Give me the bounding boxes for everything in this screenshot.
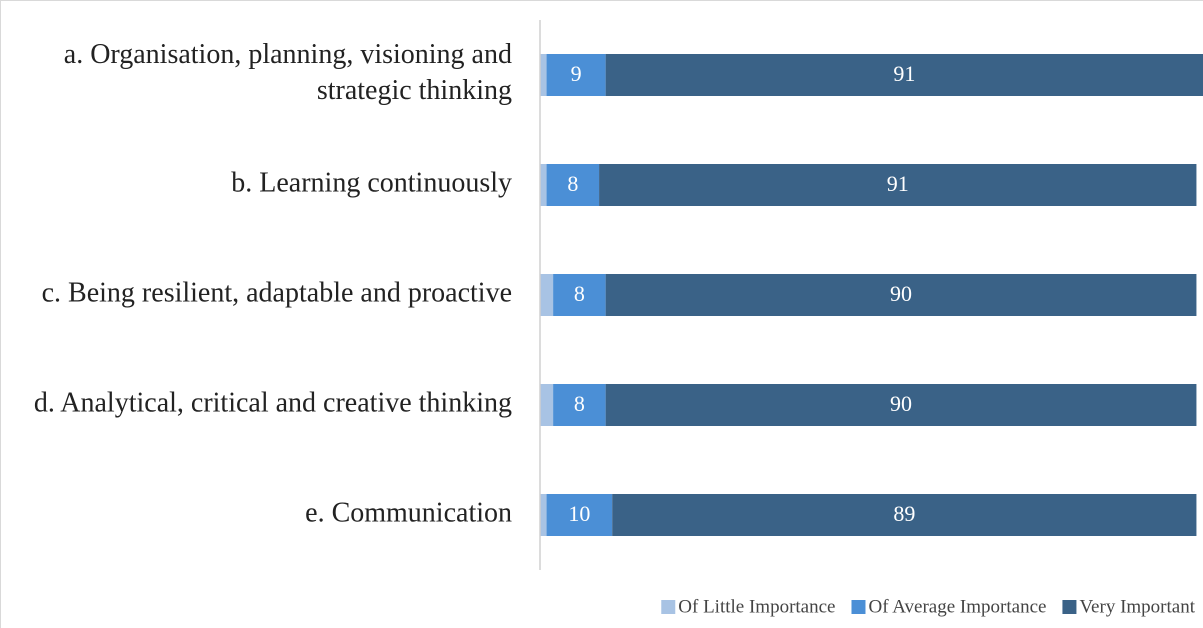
data-label: 10 <box>568 501 590 526</box>
data-label: 89 <box>893 501 915 526</box>
bar-segment <box>546 164 600 206</box>
bar-segment <box>605 54 1203 96</box>
legend-swatch <box>851 600 866 614</box>
bar-segment <box>599 164 1197 206</box>
legend-swatch <box>1062 600 1077 614</box>
legend: Of Little Importance Of Average Importanc… <box>661 596 1196 617</box>
data-label: 8 <box>574 281 585 306</box>
data-label: 91 <box>893 61 915 86</box>
bar-segment <box>540 164 547 206</box>
data-label: 90 <box>890 391 912 416</box>
legend-swatch <box>661 600 676 614</box>
category-label-line: a. Organisation, planning, visioning and <box>64 39 512 70</box>
bar-segment <box>612 494 1197 536</box>
legend-label: Of Little Importance <box>678 596 835 617</box>
data-label: 91 <box>887 171 909 196</box>
category-label: e. Communication <box>305 497 512 528</box>
legend-label: Very Important <box>1079 596 1195 617</box>
bar-segment <box>553 274 606 316</box>
category-label-line: strategic thinking <box>317 75 512 106</box>
data-label: 8 <box>567 171 578 196</box>
bar-segment <box>553 384 606 426</box>
bar-segment <box>605 274 1197 316</box>
bar-segment <box>605 384 1197 426</box>
data-label: 90 <box>890 281 912 306</box>
bar-segment <box>540 54 547 96</box>
category-label: d. Analytical, critical and creative thi… <box>34 387 512 418</box>
category-label: a. Organisation, planning, visioning and… <box>64 39 512 106</box>
bar-segment <box>540 274 554 316</box>
bar-segment <box>546 494 613 536</box>
bar-segment <box>540 494 547 536</box>
category-label: b. Learning continuously <box>231 167 512 198</box>
data-label: 9 <box>571 61 582 86</box>
legend-label: Of Average Importance <box>868 596 1046 617</box>
bar-segment <box>546 54 606 96</box>
bar-segment <box>540 384 554 426</box>
category-label: c. Being resilient, adaptable and proact… <box>42 277 512 308</box>
data-label: 8 <box>574 391 585 416</box>
